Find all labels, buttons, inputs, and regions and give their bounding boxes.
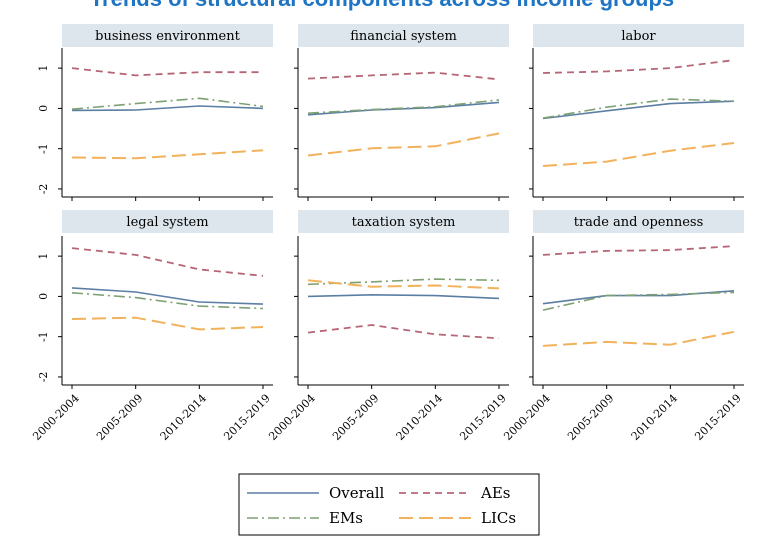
series-line-aes-legal-system [71,247,264,277]
series-line-ems-legal-system [71,292,264,310]
series-line-lics-trade-and-openness [542,330,735,347]
series-line-lics-labor [542,142,735,167]
panel-header-legal-system [62,210,273,233]
series-line-overall-trade-and-openness [542,290,735,305]
series-line-ems-business-environment [71,97,264,110]
y-tick-label: -1 [37,143,50,154]
series-line-ems-financial-system [307,99,500,114]
series-line-overall-business-environment [71,105,264,112]
x-tick-label: 2005-2009 [565,392,616,443]
series-line-aes-taxation-system [307,324,500,340]
y-tick-label: 1 [37,253,50,260]
x-tick-label: 2010-2014 [394,392,445,443]
y-tick-label: 0 [37,105,50,112]
panel-title-trade-and-openness: trade and openness [574,215,704,230]
panel-title-labor: labor [621,29,656,44]
x-tick-label: 2000-2004 [266,392,317,443]
series-line-overall-financial-system [307,101,500,116]
x-tick-label: 2015-2019 [457,392,508,443]
series-line-lics-taxation-system [307,279,500,290]
series-line-aes-business-environment [71,67,263,77]
panel-header-labor [533,24,744,47]
x-tick-label: 2005-2009 [94,392,145,443]
x-tick-label: 2000-2004 [30,392,81,443]
page-title: Trends of structural components across i… [0,0,764,12]
y-tick-label: -1 [37,331,50,342]
series-line-overall-legal-system [71,287,264,305]
legend-box [238,473,540,536]
series-line-lics-financial-system [307,132,500,157]
panel-header-trade-and-openness [533,210,744,233]
panel-header-business-environment [62,24,273,47]
panel-title-business-environment: business environment [95,29,240,44]
series-line-overall-labor [542,100,735,120]
panel-title-legal-system: legal system [126,215,208,230]
x-tick-label: 2015-2019 [221,392,272,443]
series-line-overall-taxation-system [307,293,500,300]
x-tick-label: 2010-2014 [158,392,209,443]
y-tick-label: 1 [37,65,50,72]
legend-label-lics: LICs [481,509,516,527]
x-tick-label: 2015-2019 [692,392,743,443]
panel-title-taxation-system: taxation system [352,215,456,230]
y-tick-label: 0 [37,293,50,300]
series-line-lics-legal-system [71,316,264,331]
legend-label-ems: EMs [329,509,363,527]
legend-label-overall: Overall [329,484,385,502]
series-line-aes-labor [542,59,735,74]
y-tick-label: -2 [37,184,50,195]
series-line-lics-business-environment [71,149,264,160]
panel-header-financial-system [298,24,509,47]
x-tick-label: 2005-2009 [330,392,381,443]
y-tick-label: -2 [37,372,50,383]
x-tick-label: 2010-2014 [629,392,680,443]
series-line-aes-trade-and-openness [542,245,735,256]
panel-header-taxation-system [298,210,509,233]
x-tick-label: 2000-2004 [501,392,552,443]
series-line-aes-financial-system [307,71,500,81]
legend-label-aes: AEs [480,484,510,502]
panel-title-financial-system: financial system [350,29,457,44]
